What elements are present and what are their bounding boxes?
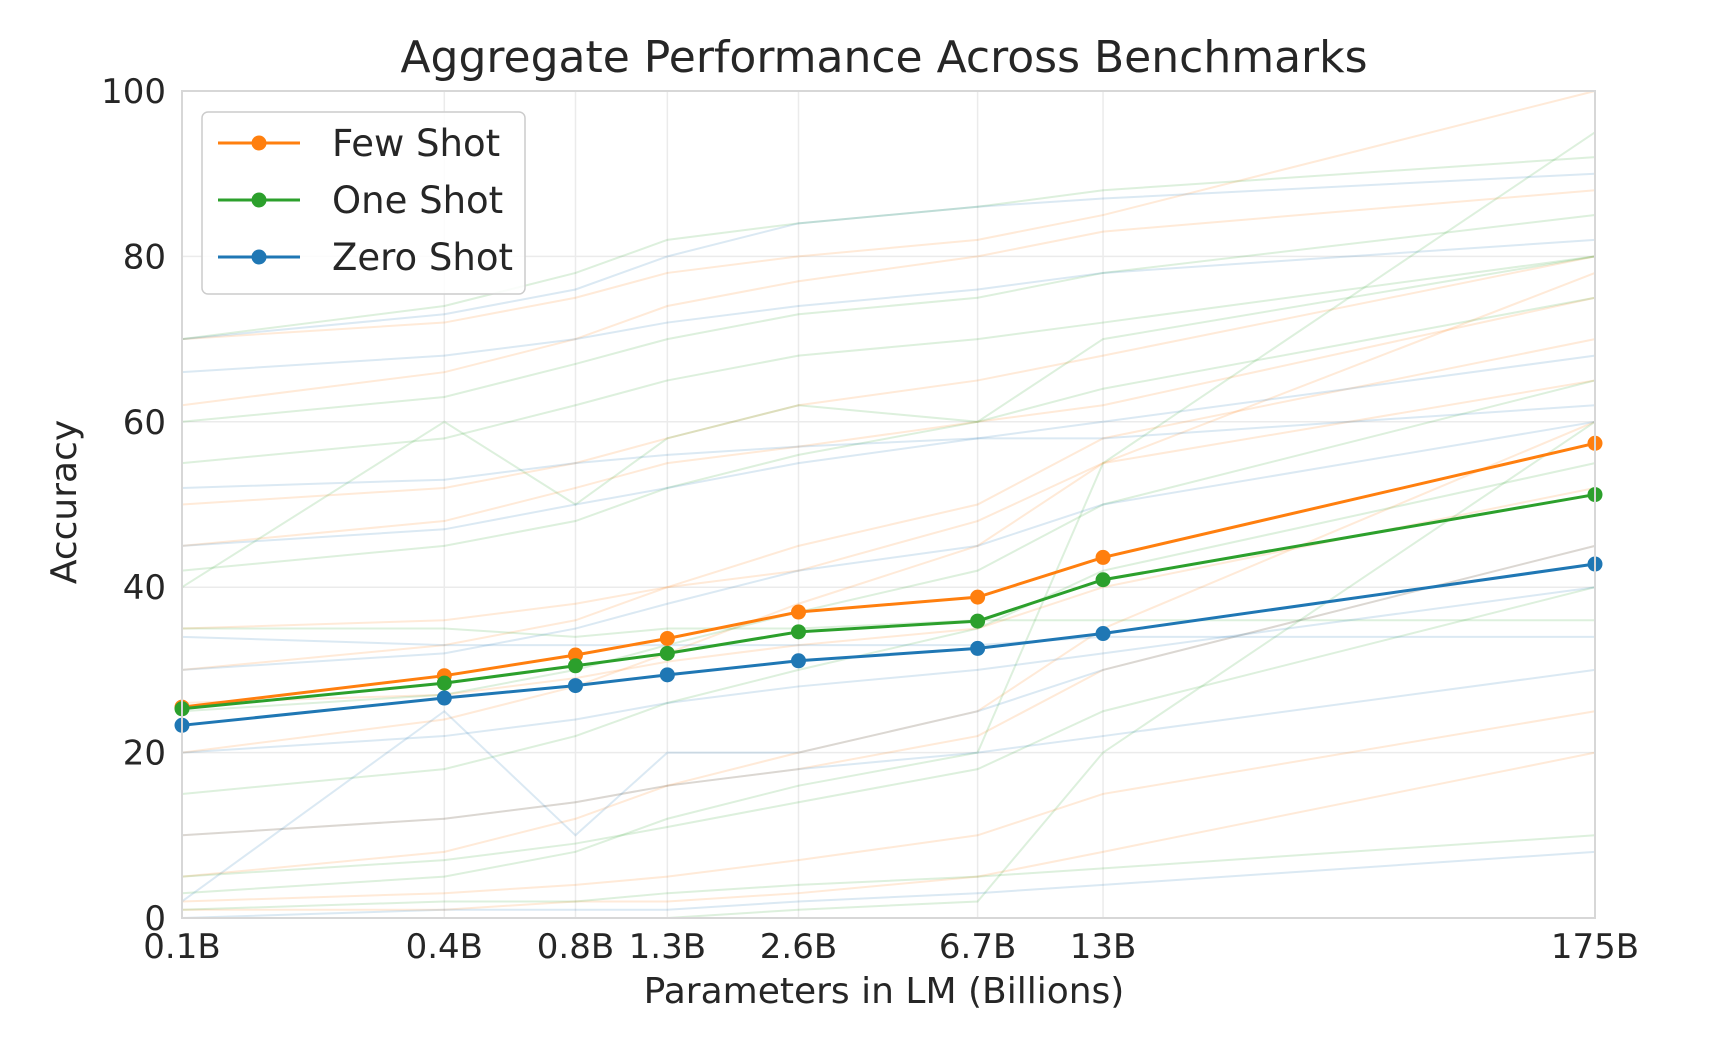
few-shot-point-6.7B [970,589,986,605]
x-axis-label: Parameters in LM (Billions) [644,971,1125,1012]
benchmark-line [182,751,1596,911]
aggregate-series-lines [174,435,1603,733]
y-tick-label: 40 [123,568,166,608]
legend-box [201,111,526,295]
legend-label: One Shot [332,179,503,222]
benchmark-line [181,850,1596,919]
x-tick-label: 0.8B [537,927,614,967]
few-shot-line [181,441,1596,709]
x-tick-label: 1.3B [629,927,706,967]
benchmark-line [181,255,1596,465]
benchmark-line [181,404,1596,489]
benchmark-line [181,338,1596,671]
benchmark-line [181,486,1596,704]
y-tick-label: 20 [123,734,166,774]
legend: Few Shot One Shot Zero Shot [201,111,526,295]
benchmark-line [181,131,1596,895]
few-shot-point-1.3B [659,630,675,646]
benchmark-line [181,544,1596,903]
benchmark-line [181,420,1596,671]
benchmark-line [181,296,1596,547]
legend-item-zero-shot: Zero Shot [218,236,513,279]
y-tick-label: 60 [123,403,166,443]
background-benchmark-lines [181,90,1596,919]
benchmark-line [181,379,1596,630]
benchmark-line [181,90,1596,341]
one-shot-series [174,487,1603,717]
benchmark-line [181,255,1596,589]
benchmark-line [181,189,1596,407]
benchmark-line [182,619,1595,638]
benchmark-line [181,238,1596,374]
y-axis-ticks: 0 20 40 60 80 100 [101,72,166,939]
x-axis-ticks: 0.1B 0.4B 0.8B 1.3B 2.6B 6.7B 13B 175B [143,927,1639,967]
y-tick-label: 80 [123,237,166,277]
benchmark-line [181,586,1596,754]
x-tick-label: 175B [1551,927,1639,967]
benchmark-line [181,710,1596,903]
benchmark-line [181,420,1596,878]
zero-shot-point-1.3B [659,667,675,683]
x-tick-label: 0.1B [143,927,220,967]
benchmark-line [181,544,1596,837]
few-shot-point-13B [1095,549,1111,565]
x-tick-label: 2.6B [760,927,837,967]
zero-shot-point-0.8B [567,678,583,694]
one-shot-point-2.6B [791,624,807,640]
legend-swatch-marker [251,249,267,265]
legend-item-few-shot: Few Shot [218,122,500,165]
benchmark-line [181,214,1596,423]
y-tick-label: 0 [144,899,166,939]
legend-label: Zero Shot [332,236,513,279]
benchmark-line [181,354,1596,547]
benchmark-line [181,272,1596,754]
benchmark-line [181,834,1596,911]
legend-swatch-marker [251,135,267,151]
zero-shot-point-6.7B [970,640,986,656]
benchmark-line [181,668,1596,837]
legend-label: Few Shot [332,122,500,165]
one-shot-point-0.8B [567,658,583,674]
one-shot-line [181,493,1596,711]
few-shot-series [174,435,1603,715]
chart-title: Aggregate Performance Across Benchmarks [400,32,1367,83]
few-shot-point-0.8B [567,647,583,663]
zero-shot-line [181,562,1596,727]
one-shot-point-13B [1095,572,1111,588]
benchmark-line [181,379,1596,713]
benchmark-line [181,172,1596,341]
few-shot-point-2.6B [791,604,807,620]
benchmark-line [181,635,1595,647]
zero-shot-series [174,556,1603,733]
zero-shot-point-0.4B [436,690,452,706]
x-tick-label: 6.7B [939,927,1016,967]
one-shot-point-1.3B [659,645,675,661]
x-tick-label: 0.4B [406,927,483,967]
one-shot-point-6.7B [970,613,986,629]
x-tick-label: 13B [1070,927,1137,967]
zero-shot-point-2.6B [791,653,807,669]
y-tick-label: 100 [101,72,166,112]
plot-border [181,90,1596,919]
legend-item-one-shot: One Shot [218,179,503,222]
benchmark-line [181,156,1596,341]
benchmark-line [181,296,1596,572]
zero-shot-point-13B [1095,626,1111,642]
benchmark-line [181,255,1596,506]
one-shot-point-0.4B [436,675,452,691]
benchmark-line [181,586,1596,878]
legend-swatch-marker [251,192,267,208]
y-axis-label: Accuracy [44,420,85,584]
benchmark-line [181,462,1596,795]
